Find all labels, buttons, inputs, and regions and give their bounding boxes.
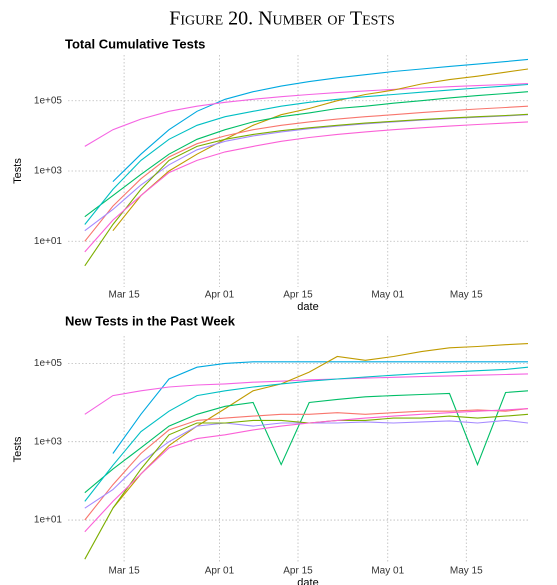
y-tick-label: 1e+05 xyxy=(34,358,63,369)
x-tick-label: Apr 15 xyxy=(283,566,313,577)
series-line xyxy=(84,113,529,267)
x-axis-label: date xyxy=(297,577,318,585)
x-tick-label: Apr 15 xyxy=(283,290,313,301)
y-tick-label: 1e+03 xyxy=(34,166,63,177)
series-line xyxy=(84,413,529,560)
y-tick-label: 1e+05 xyxy=(34,95,63,106)
figure-title: Figure 20. Number of Tests xyxy=(169,8,395,30)
series-line xyxy=(84,82,529,147)
series-line xyxy=(84,105,529,242)
x-tick-label: Mar 15 xyxy=(109,290,141,301)
series-line xyxy=(84,91,529,218)
series-line xyxy=(112,68,529,232)
series-line xyxy=(112,361,528,454)
y-tick-label: 1e+03 xyxy=(34,436,63,447)
series-line xyxy=(84,114,529,232)
chart-title: Total Cumulative Tests xyxy=(65,36,205,51)
chart-title: New Tests in the Past Week xyxy=(65,313,236,328)
series-line xyxy=(84,121,529,253)
series-line xyxy=(112,58,529,182)
x-tick-label: May 15 xyxy=(450,566,483,577)
y-tick-label: 1e+01 xyxy=(34,236,63,247)
series-line xyxy=(84,366,529,502)
x-tick-label: May 01 xyxy=(371,566,404,577)
series-line xyxy=(84,83,529,225)
y-axis-label: Tests xyxy=(12,436,24,462)
series-line xyxy=(84,373,529,415)
y-tick-label: 1e+01 xyxy=(34,515,63,526)
x-axis-label: date xyxy=(297,301,318,313)
x-tick-label: Apr 01 xyxy=(205,566,235,577)
x-tick-label: Apr 01 xyxy=(205,290,235,301)
x-tick-label: May 15 xyxy=(450,290,483,301)
y-axis-label: Tests xyxy=(12,158,24,184)
x-tick-label: May 01 xyxy=(371,290,404,301)
x-tick-label: Mar 15 xyxy=(109,566,141,577)
series-line xyxy=(112,343,529,509)
series-line xyxy=(84,408,529,521)
series-line xyxy=(84,408,529,533)
